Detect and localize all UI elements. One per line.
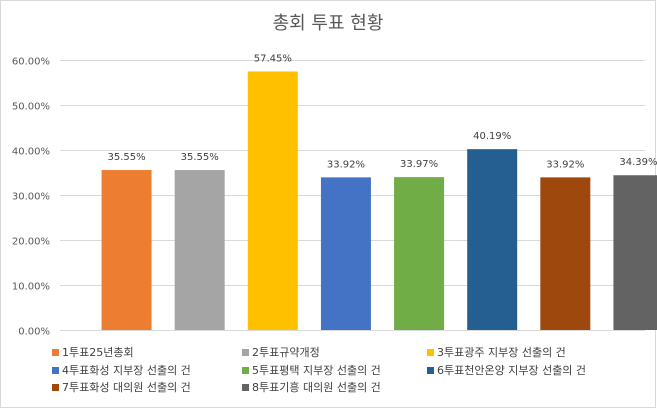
bar [613,175,657,330]
legend: 1투표25년총회 2투표규약개정 3투표광주 지부장 선출의 건 4투표화성 지부장 … [52,345,586,394]
y-tick-label: 10.00% [12,282,50,293]
data-label: 33.97% [400,159,438,170]
legend-label: 5투표평택 지부장 선출의 건 [252,364,381,377]
y-tick-label: 60.00% [12,57,50,68]
y-tick-label: 30.00% [12,192,50,203]
legend-swatch [242,384,249,391]
bar [320,177,371,330]
data-label: 35.55% [181,152,219,163]
data-label: 33.92% [327,159,365,170]
bar [101,170,152,330]
legend-swatch [52,384,59,391]
bar [174,170,225,330]
legend-label: 3투표광주 지부장 선출의 건 [437,346,566,359]
bar [467,149,518,330]
data-label: 35.55% [107,152,145,163]
y-tick-label: 0.00% [18,327,50,338]
chart-title: 총회 투표 현황 [273,13,384,34]
data-labels: 35.55% 35.55% 57.45% 33.92% 33.97% 40.19% 33.9… [107,53,657,170]
bar [540,177,591,330]
legend-swatch [427,367,434,374]
data-label: 34.39% [619,157,657,168]
legend-swatch [242,349,249,356]
data-label: 40.19% [473,131,511,142]
legend-label: 2투표규약개정 [252,345,320,359]
legend-label: 1투표25년총회 [62,346,134,359]
y-tick-label: 40.00% [12,147,50,158]
y-tick-label: 50.00% [12,102,50,113]
legend-label: 4투표화성 지부장 선출의 건 [62,364,191,377]
bar [394,177,445,330]
data-label: 57.45% [254,53,292,64]
legend-label: 8투표기흥 대의원 선출의 건 [252,380,381,394]
y-axis-ticks: 0.00% 10.00% 20.00% 30.00% 40.00% 50.00% 60.00… [12,57,50,338]
bar [247,71,298,330]
legend-swatch [52,367,59,374]
legend-label: 7투표화성 대의원 선출의 건 [62,381,191,394]
data-label: 33.92% [546,159,584,170]
legend-swatch [52,349,59,356]
legend-label: 6투표천안온양 지부장 선출의 건 [437,363,586,377]
bars [101,71,657,330]
legend-swatch [427,349,434,356]
y-tick-label: 20.00% [12,237,50,248]
legend-swatch [242,367,249,374]
